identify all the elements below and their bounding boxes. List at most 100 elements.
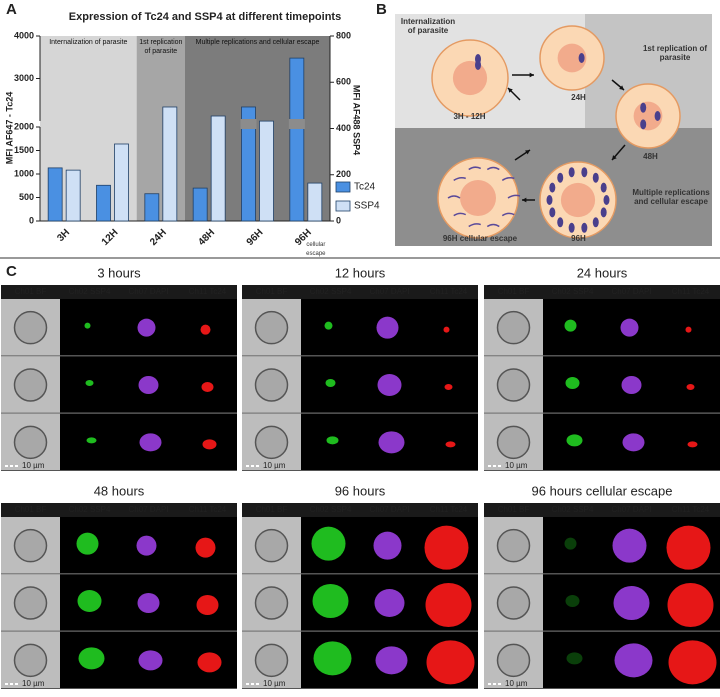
channel-name: Ch11 Tc24 (672, 505, 710, 514)
diagram-region-label: Multiple replications and cellular escap… (632, 188, 710, 206)
arrow-head (525, 150, 530, 155)
parasite (447, 195, 461, 199)
nucleus (452, 60, 488, 96)
scale-bar-label: 10 µm (505, 461, 528, 470)
channel-name: Ch02 SSP4 (552, 505, 594, 514)
bar (210, 115, 226, 222)
cells (431, 25, 681, 239)
channel-name: Ch11 Tc24 (672, 287, 710, 296)
x-tick-note: cellular escape (306, 242, 326, 257)
y-tick-label: 1000 (14, 168, 34, 178)
signal (86, 437, 97, 444)
arrow-head (508, 88, 513, 93)
y-tick-label: 3000 (14, 73, 34, 83)
signal (685, 326, 692, 333)
diagram-region-label: Internalization of parasite (400, 17, 456, 35)
parasite (507, 194, 521, 199)
parasite (603, 195, 610, 205)
parasite (600, 207, 607, 218)
bf-cell (254, 310, 289, 345)
x-tick-label: 24H (148, 227, 169, 248)
y-tick-label: 2000 (14, 121, 34, 131)
parasite (557, 217, 564, 228)
panel-label: C (6, 263, 17, 280)
signal (324, 321, 333, 330)
legend-swatch (335, 200, 351, 212)
stage-label: 3H - 12H (453, 112, 486, 121)
signal (620, 318, 639, 337)
stage-label: 48H (643, 152, 658, 161)
parasite (475, 60, 481, 70)
parasite (592, 172, 599, 183)
y2-tick-label: 800 (336, 30, 351, 40)
phase-region (185, 36, 330, 221)
parasite (581, 222, 588, 233)
panel-label: A (6, 1, 17, 18)
parasite (640, 102, 647, 113)
signal (566, 652, 583, 665)
x-tick-label: 48H (196, 227, 217, 248)
parasite (568, 167, 575, 178)
channel-name: Ch07 DAPI (369, 287, 409, 296)
signal (311, 526, 346, 561)
bar (144, 193, 160, 222)
signal (138, 376, 159, 394)
bf-cell (496, 586, 531, 620)
channel-header (242, 285, 478, 299)
phase-label: Internalization of parasite (49, 39, 128, 46)
channel-name: Ch02 SSP4 (310, 287, 352, 296)
signal (667, 583, 714, 627)
signal (136, 535, 157, 556)
channel-name: Ch02 SSP4 (310, 505, 352, 514)
parasite (640, 119, 647, 130)
signal (426, 640, 475, 685)
signal (201, 382, 214, 392)
signal (687, 441, 698, 448)
bf-cell (254, 643, 289, 678)
signal (566, 434, 583, 447)
scale-bar-label: 10 µm (263, 461, 286, 470)
scale-bar-label: 10 µm (22, 461, 45, 470)
parasite (549, 182, 556, 193)
signal (686, 384, 695, 390)
panel-label: B (376, 1, 387, 18)
phase-region (136, 36, 185, 221)
signal (443, 326, 450, 333)
y-axis-title: MFI AF647 - Tc24 (4, 92, 14, 165)
panel-title: 96 hours cellular escape (532, 483, 673, 498)
bf-cell (496, 425, 531, 460)
parasite (468, 166, 482, 171)
signal (445, 441, 456, 448)
parasite (486, 223, 500, 228)
bar (241, 106, 256, 222)
scale-bar-label: 10 µm (505, 679, 528, 688)
parasite (501, 176, 515, 182)
signal (668, 640, 717, 685)
signal (564, 319, 577, 332)
signal (84, 322, 91, 329)
channel-name: Ch11 Tc24 (189, 505, 227, 514)
bar (259, 120, 274, 222)
signal (312, 584, 349, 618)
parasite (600, 182, 607, 193)
legend-label: Tc24 (354, 182, 376, 193)
signal (424, 525, 469, 570)
parasite (486, 166, 500, 171)
channel-name: Ch07 DAPI (611, 287, 651, 296)
signal (197, 652, 222, 673)
panel-title: 48 hours (94, 483, 145, 498)
y2-tick-label: 0 (336, 215, 341, 225)
parasite (654, 111, 661, 121)
channel-name: Ch01 BF (15, 505, 47, 514)
signal (76, 532, 99, 555)
signal (375, 646, 408, 675)
channel-name: Ch01 BF (256, 287, 288, 296)
parasite (549, 207, 556, 218)
signal (85, 380, 94, 386)
channel-name: Ch11 Tc24 (430, 505, 468, 514)
parasite (501, 212, 515, 217)
y-tick-label: 500 (19, 192, 34, 202)
stage-label: 96H (571, 234, 586, 243)
bf-cell (13, 528, 48, 563)
